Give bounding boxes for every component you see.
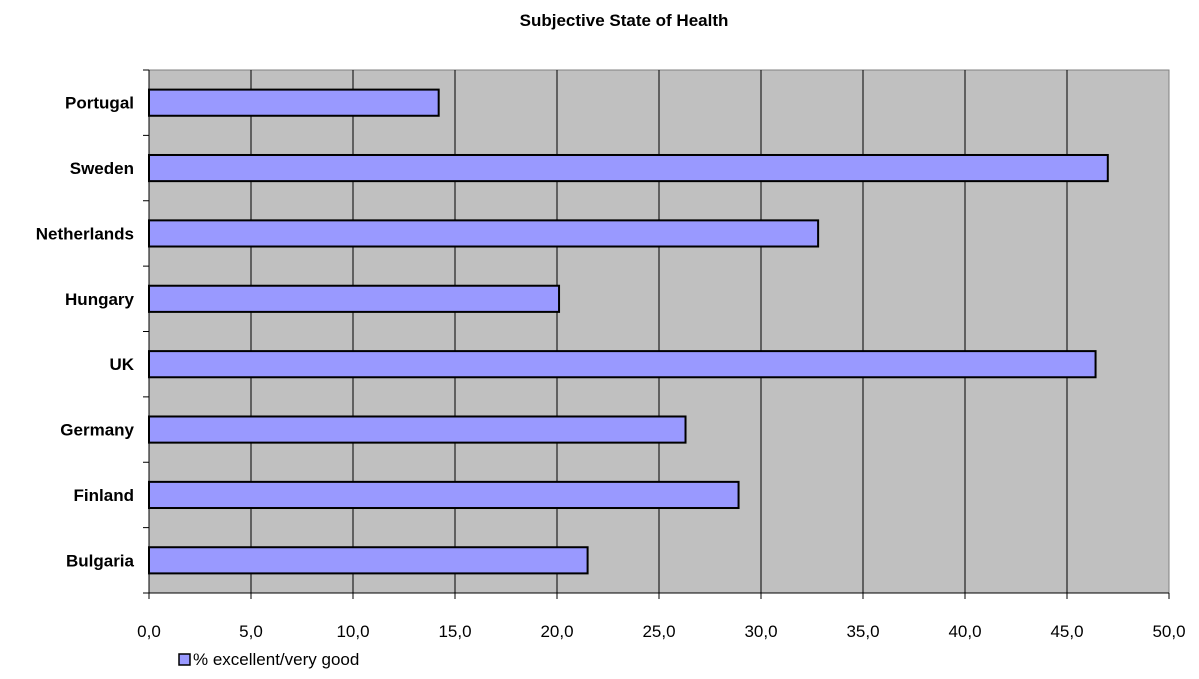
x-tick-labels: 0,0 5,0 10,0 15,0 20,0 25,0 30,0 35,0 40,0 45,0 50… <box>137 622 1185 641</box>
x-tick-label: 45,0 <box>1050 622 1083 641</box>
x-tick-label: 0,0 <box>137 622 161 641</box>
category-label: Finland <box>74 486 134 505</box>
legend: % excellent/very good <box>178 650 359 669</box>
category-label: Netherlands <box>36 224 134 243</box>
chart-title: Subjective State of Health <box>520 11 729 30</box>
bar-bulgaria <box>148 546 589 575</box>
bars <box>148 88 1109 575</box>
bar-germany <box>148 415 687 444</box>
category-label: Sweden <box>70 159 134 178</box>
category-label: Bulgaria <box>66 551 135 570</box>
category-label: Portugal <box>65 94 134 113</box>
x-tick-label: 15,0 <box>438 622 471 641</box>
x-tick-label: 30,0 <box>744 622 777 641</box>
legend-swatch <box>178 653 191 666</box>
bar-sweden <box>148 153 1109 183</box>
bar-uk <box>148 350 1097 379</box>
x-tick-label: 50,0 <box>1152 622 1185 641</box>
category-label: Hungary <box>65 290 135 309</box>
bar-netherlands <box>148 219 820 248</box>
category-label: UK <box>109 355 134 374</box>
x-tick-label: 20,0 <box>540 622 573 641</box>
x-tick-label: 5,0 <box>239 622 263 641</box>
bar-hungary <box>148 284 561 313</box>
bar-portugal <box>148 88 440 117</box>
x-tick-label: 40,0 <box>948 622 981 641</box>
category-label: Germany <box>60 421 134 440</box>
x-tick-label: 35,0 <box>846 622 879 641</box>
bar-finland <box>148 480 740 510</box>
x-tick-label: 10,0 <box>336 622 369 641</box>
category-labels: Bulgaria Finland Germany UK Hungary Netherlan… <box>36 94 135 571</box>
x-tick-label: 25,0 <box>642 622 675 641</box>
legend-label: % excellent/very good <box>193 650 359 669</box>
